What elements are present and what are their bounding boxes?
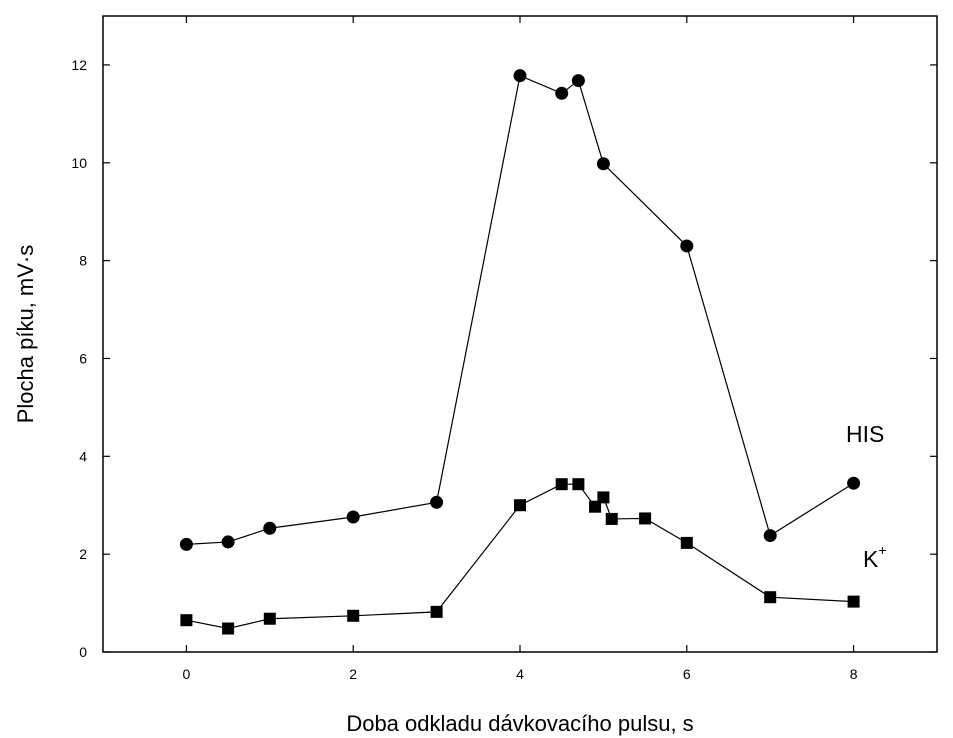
data-point: [263, 612, 276, 625]
y-tick-label-10: 10: [71, 155, 87, 171]
x-axis-title: Doba odkladu dávkovacího pulsu, s: [346, 711, 693, 736]
data-point: [430, 605, 443, 618]
series-label-k-text: K: [863, 546, 879, 572]
data-point: [514, 499, 526, 512]
data-point: [571, 74, 585, 88]
x-tick-label-8: 8: [850, 666, 858, 682]
data-point: [555, 478, 568, 491]
x-tick-label-4: 4: [516, 666, 524, 682]
data-point: [221, 535, 235, 549]
data-point: [596, 157, 610, 171]
data-point: [346, 510, 360, 524]
data-point: [263, 521, 277, 535]
y-tick-label-12: 12: [71, 57, 87, 73]
data-point: [680, 239, 694, 253]
data-point: [847, 476, 861, 490]
data-point: [572, 478, 585, 491]
axis-tick-labels: 0 2 4 6 8 0 2 4 6 8 10 12: [71, 57, 857, 682]
data-point: [513, 69, 527, 83]
data-point: [605, 512, 618, 525]
series-0: [179, 69, 861, 551]
plot-frame: [102, 15, 938, 653]
series-label-k: K+: [863, 542, 887, 572]
series-layer: [179, 69, 861, 635]
data-point: [347, 609, 360, 622]
data-point: [597, 491, 610, 504]
x-tick-label-2: 2: [349, 666, 357, 682]
data-point: [179, 537, 193, 551]
data-point: [430, 495, 444, 509]
x-tick-label-0: 0: [183, 666, 191, 682]
data-point: [847, 595, 860, 608]
data-point: [639, 512, 652, 525]
y-axis-title: Plocha píku, mV·s: [13, 245, 38, 424]
series-label-his: HIS: [846, 421, 884, 447]
series-label-k-superscript: +: [878, 542, 886, 558]
series-line-0: [186, 74, 854, 545]
data-point: [180, 614, 193, 627]
y-tick-label-0: 0: [79, 644, 87, 660]
x-tick-label-6: 6: [683, 666, 691, 682]
y-tick-label-6: 6: [79, 350, 87, 366]
series-label-his-text: HIS: [846, 421, 884, 447]
y-tick-label-4: 4: [79, 448, 87, 464]
data-point: [222, 622, 235, 635]
y-tick-label-8: 8: [79, 253, 87, 269]
series-1: [180, 478, 860, 635]
data-point: [680, 536, 693, 549]
data-point: [763, 529, 777, 543]
data-point: [555, 86, 569, 100]
y-tick-label-2: 2: [79, 546, 87, 562]
data-point: [764, 591, 777, 604]
data-point: [589, 500, 602, 513]
